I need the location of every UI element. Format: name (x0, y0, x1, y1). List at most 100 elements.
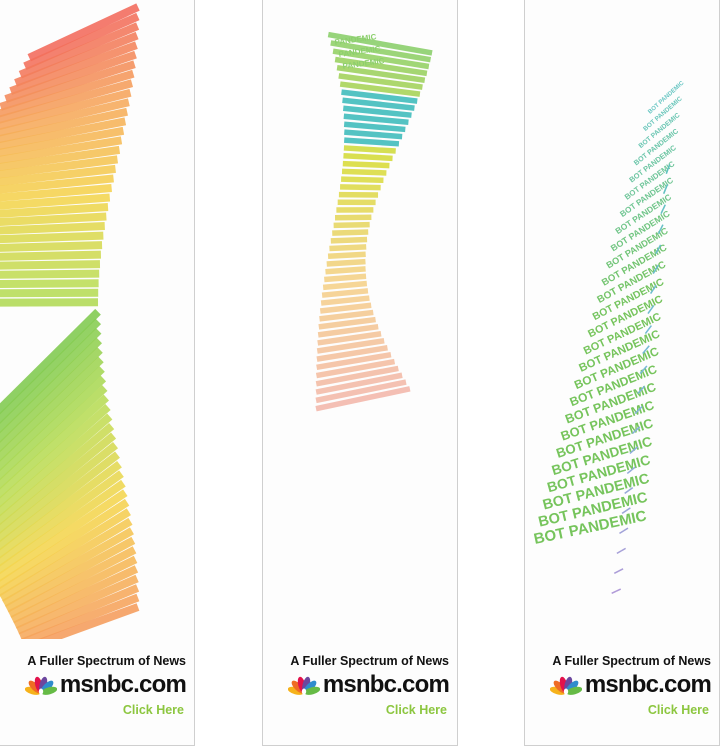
ribbon-bar (0, 394, 110, 523)
art-dash: ▬▬ (615, 546, 627, 556)
art-dash: ▬▬ (643, 324, 654, 336)
tagline: A Fuller Spectrum of News (27, 654, 186, 668)
ribbon-bar (342, 105, 412, 118)
ribbon-bar (344, 137, 400, 147)
art-dash: ▬▬ (623, 485, 635, 496)
ribbon-bar (334, 56, 428, 77)
ribbon-bar (0, 88, 132, 134)
ribbon-bar (0, 460, 122, 568)
banner-ad-2[interactable]: PANDEMIC PANDEMIC PANDEMIC A Fuller Spectr… (262, 0, 458, 746)
ribbon-bar (317, 331, 382, 346)
ribbon-bar (14, 31, 139, 87)
ribbon-bar (0, 288, 99, 298)
ribbon-bar (326, 258, 366, 267)
ribbon-bar (324, 273, 367, 283)
ribbon-bar (23, 12, 140, 70)
ribbon-bar (0, 279, 99, 289)
tagline: A Fuller Spectrum of News (290, 654, 449, 668)
ribbon-bar (315, 358, 396, 379)
ribbon-bar (332, 48, 430, 70)
ribbon-bar (0, 337, 103, 476)
ribbon-bar (316, 338, 385, 354)
ribbon-bar (336, 207, 374, 213)
ribbon-bar (343, 121, 406, 133)
ribbon-bar (0, 441, 119, 556)
ribbon-bar (0, 422, 115, 544)
ribbon-bar (342, 97, 415, 111)
peacock-icon (24, 676, 57, 695)
ribbon-bar (319, 302, 372, 314)
ribbon-bar (318, 316, 376, 330)
peacock-icon (287, 676, 320, 695)
ribbon-bar (0, 451, 120, 562)
banner-ad-1[interactable]: A Fuller Spectrum of News msnbc.com Clic… (0, 0, 195, 746)
ribbon-bar (7, 546, 137, 618)
ribbon-bar (316, 351, 392, 371)
msnbc-logo[interactable]: msnbc.com (549, 670, 712, 700)
click-here-link[interactable]: Click Here (385, 703, 447, 717)
ribbon-bar (341, 89, 418, 104)
banner-ad-3[interactable]: BOT PANDEMIC BOT PANDEMIC BOT PANDEMIC BOT … (524, 0, 720, 746)
art-dash: ▬▬ (658, 203, 668, 215)
ribbon-bar (0, 479, 126, 580)
ribbon-bar (340, 184, 381, 191)
ribbon-bar (315, 386, 411, 412)
msnbc-logo[interactable]: msnbc.com (24, 670, 187, 700)
ribbon-bar (319, 309, 374, 322)
ribbon-bar (0, 222, 105, 238)
ribbon-bar (23, 603, 140, 639)
art-dash: ▬▬ (620, 505, 632, 516)
ribbon-bar (336, 64, 426, 83)
ribbon-bar (21, 593, 140, 639)
ribbon-bar (343, 153, 393, 162)
ribbon-bar (0, 327, 102, 467)
art-dash: ▬▬ (663, 163, 672, 174)
spectrum-ribbon-art (0, 3, 140, 639)
peacock-feather (566, 686, 582, 695)
ribbon-bar (0, 318, 102, 458)
art-dash: ▬▬ (625, 465, 637, 476)
ribbon-bar (339, 81, 421, 97)
ribbon-bar (0, 308, 101, 449)
ribbon-bar (327, 31, 433, 56)
ribbon-bar (330, 236, 368, 244)
peacock-feather (304, 686, 320, 695)
ribbon-bar (333, 221, 370, 229)
ribbon-bar (0, 183, 112, 208)
ribbon-bar (338, 191, 379, 198)
ribbon-bar (18, 22, 140, 79)
ribbon-bar (0, 98, 130, 142)
ribbon-bar (0, 508, 131, 597)
art-dash: ▬▬ (650, 263, 660, 275)
ribbon-bar (27, 3, 140, 62)
art-dash: ▬▬ (640, 344, 651, 356)
click-here-link[interactable]: Click Here (122, 703, 184, 717)
art-dash: ▬▬ (630, 424, 641, 435)
brand-wordmark: msnbc.com (584, 671, 712, 698)
art-dash: ▬▬ (635, 384, 646, 395)
ribbon-bar (0, 79, 134, 127)
msnbc-logo[interactable]: msnbc.com (287, 670, 450, 700)
ribbon-bar (0, 193, 111, 215)
ribbon-bar (0, 107, 128, 149)
ribbon-bar (4, 536, 136, 613)
peacock-feather (41, 686, 57, 695)
art-dash: ▬▬ (618, 525, 630, 535)
ribbon-bar (315, 372, 403, 395)
ribbon-bar (0, 517, 133, 602)
art-dash: ▬▬ (610, 586, 622, 596)
ribbon-bar (330, 40, 432, 63)
art-dash: ▬▬ (661, 183, 670, 195)
ribbon-bar (0, 241, 103, 255)
ribbon-bar (344, 129, 403, 140)
ribbon-bar (342, 160, 390, 169)
click-here-link[interactable]: Click Here (647, 703, 709, 717)
ribbon-bar (0, 145, 121, 178)
ribbon-bar (16, 574, 139, 635)
ribbon-bar (0, 136, 123, 171)
ribbon-bar (0, 174, 114, 200)
ribbon-bar (0, 385, 108, 516)
ribbon-bar (327, 251, 366, 260)
